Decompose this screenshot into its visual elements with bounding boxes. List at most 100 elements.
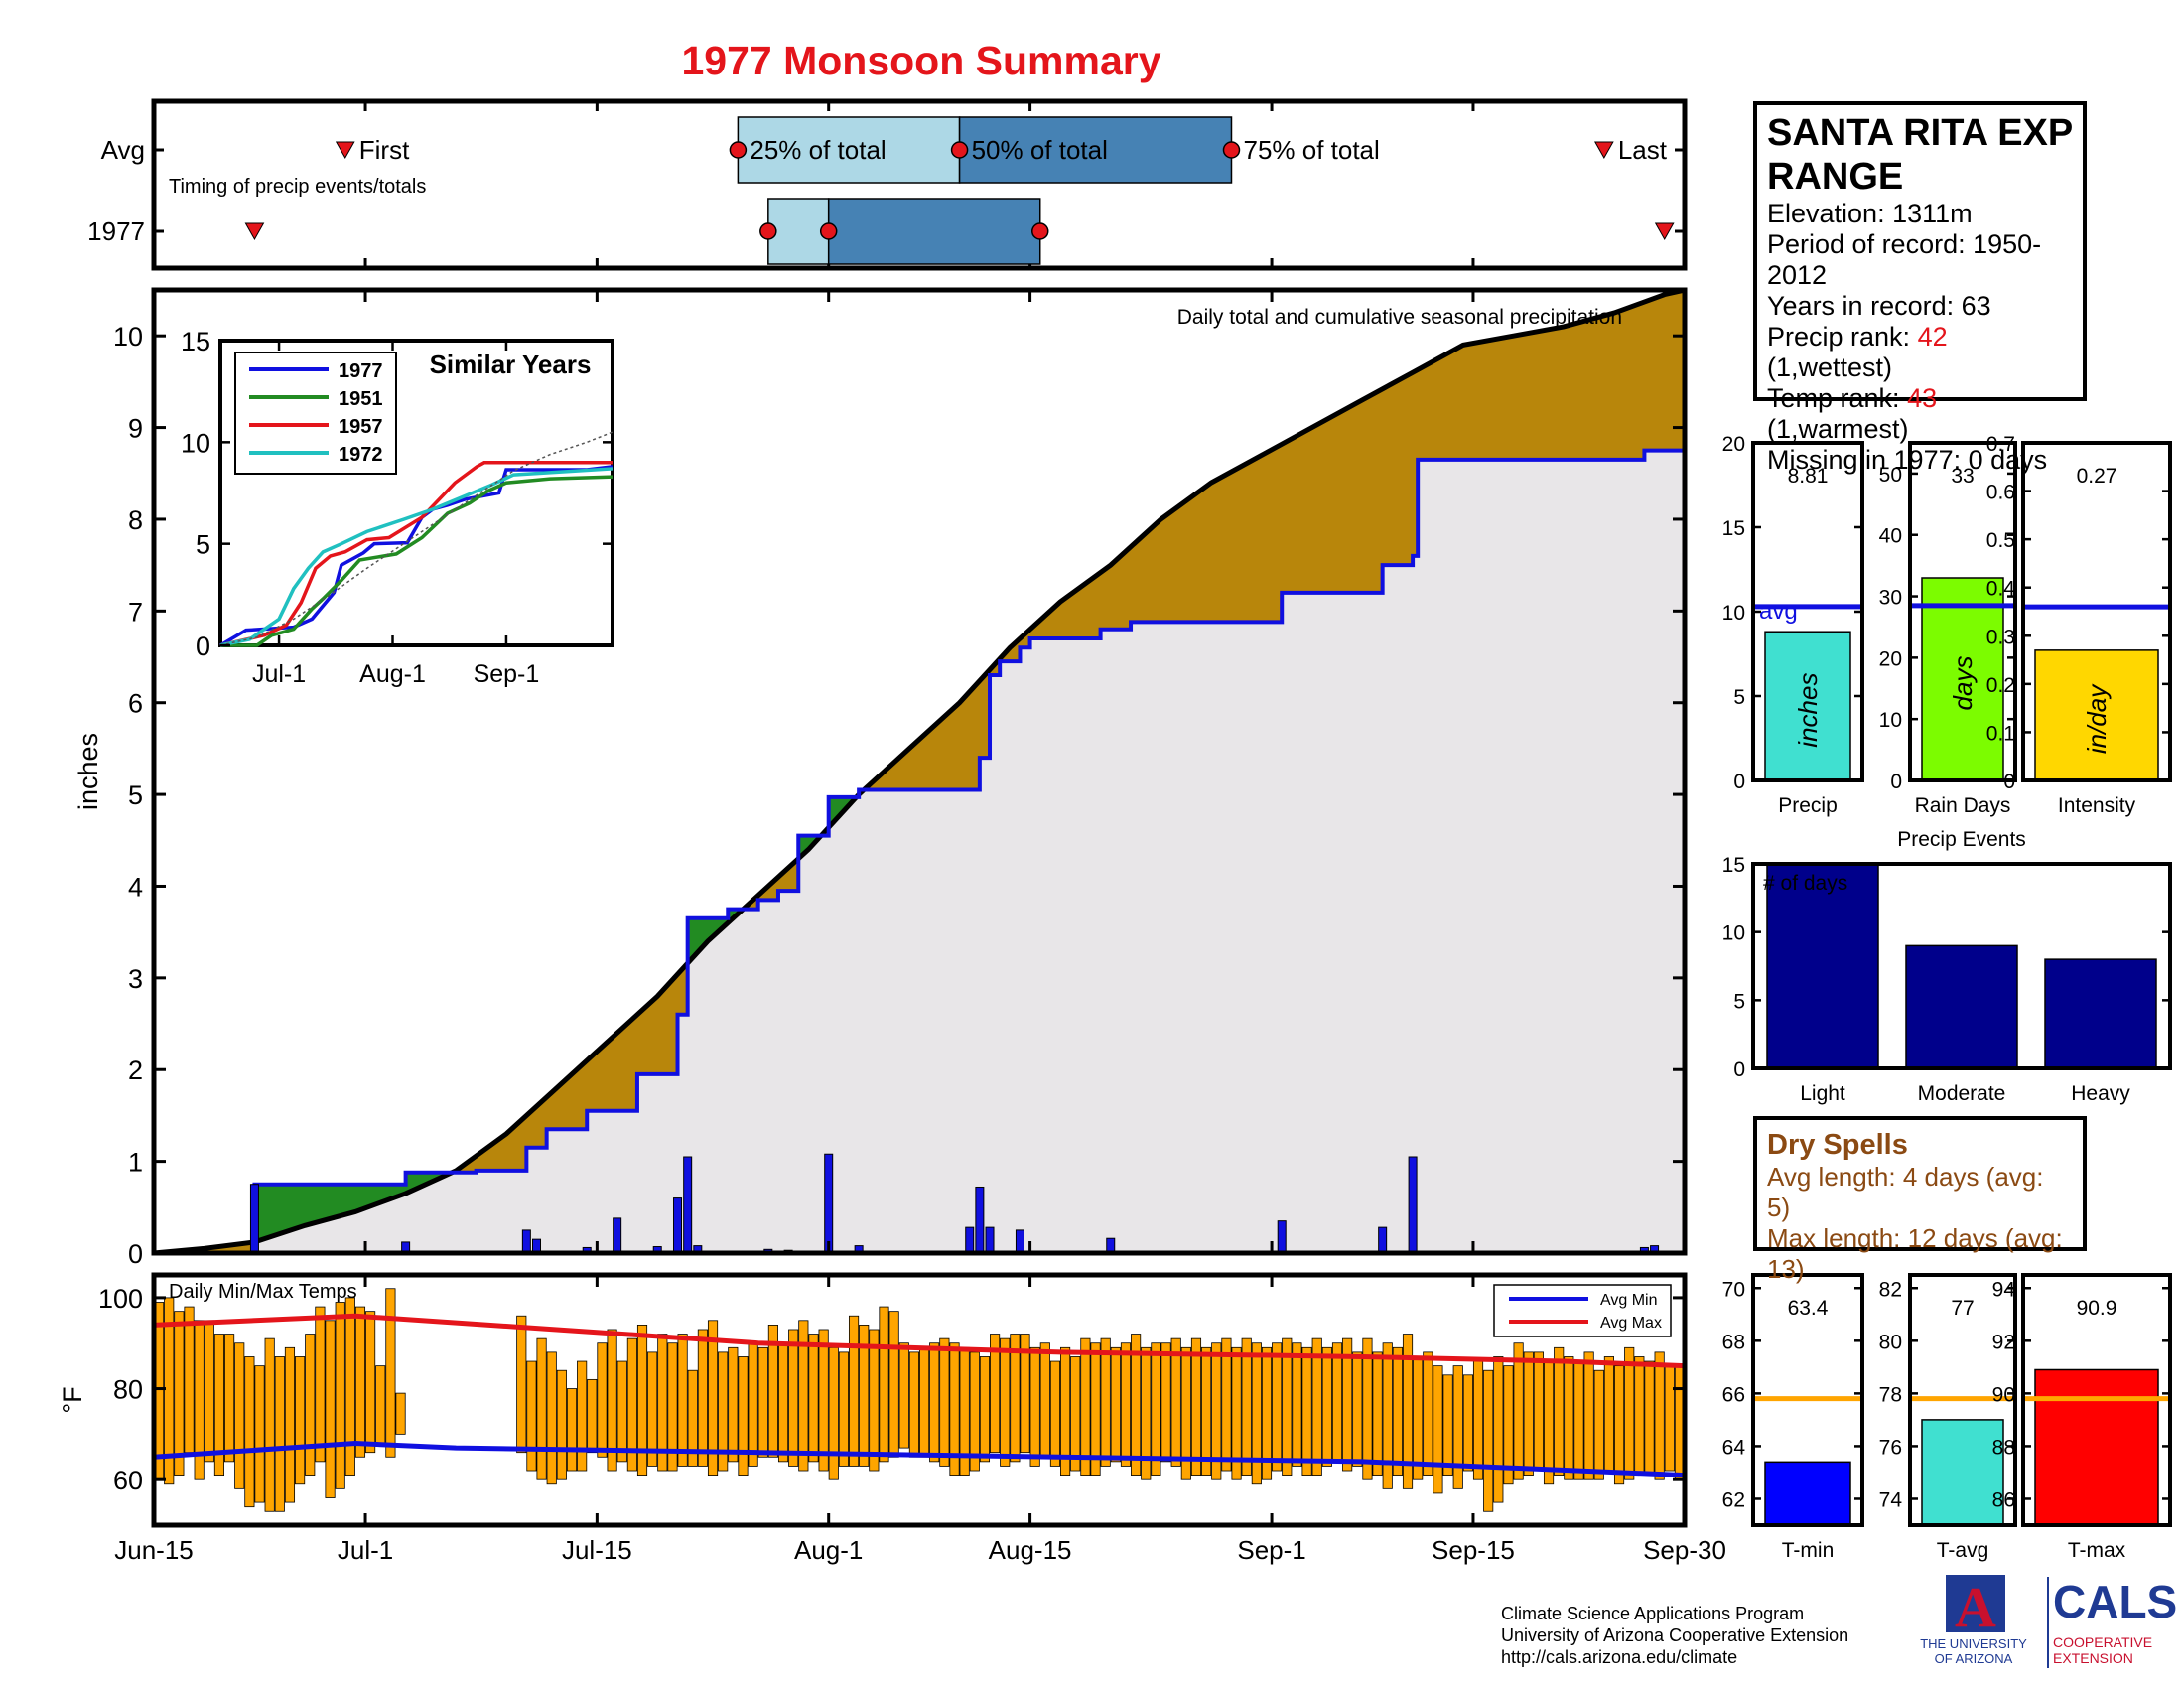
- events-ytick-label: 10: [1722, 922, 1745, 945]
- precip_bar-ytick-label: 10: [1722, 602, 1745, 625]
- daily-temp-bar: [284, 1346, 296, 1503]
- tmax_bar-value-label: 90.9: [2077, 1297, 2117, 1320]
- credit-line-2: University of Arizona Cooperative Extens…: [1501, 1625, 1849, 1645]
- daily-temp-bar: [516, 1315, 527, 1454]
- daily-temp-bar: [859, 1325, 870, 1467]
- events-ytick-label: 15: [1722, 854, 1745, 877]
- daily-temp-bar: [1583, 1351, 1594, 1480]
- tavg_bar-xlabel: T-avg: [1937, 1539, 1989, 1562]
- coop-line-2: EXTENSION: [2053, 1650, 2133, 1666]
- cumulative-caption: Daily total and cumulative seasonal prec…: [1177, 306, 1622, 329]
- timing-box-25-50: [767, 198, 830, 265]
- intensity_bar-frame: [2021, 441, 2172, 782]
- daily-temp-bar: [838, 1351, 849, 1467]
- daily-temp-bar: [213, 1334, 225, 1476]
- daily-temp-bar: [1654, 1351, 1665, 1480]
- timing-quartile-marker: [729, 141, 748, 159]
- daily-temp-bar: [818, 1329, 829, 1472]
- dry-spells-box: Dry Spells Avg length: 4 days (avg: 5) M…: [1753, 1116, 2087, 1284]
- daily-temp-bar: [828, 1346, 839, 1480]
- avg-min-line: [153, 1441, 1686, 1478]
- timing-note: Timing of precip events/totals: [169, 176, 426, 198]
- inset-xtick-label: Jul-1: [252, 660, 306, 688]
- timing-last-marker: [1654, 222, 1675, 241]
- tavg_bar-ytick-label: 82: [1879, 1278, 1902, 1301]
- temps-ylabel: °F: [58, 1386, 87, 1413]
- tmin_bar-value-bar: [1764, 1461, 1851, 1526]
- daily-temp-bar: [888, 1311, 899, 1458]
- precip_bar-ytick-label: 20: [1722, 433, 1745, 456]
- daily-temps-panel: 60 80 100 Jun-15 Jul-1 Jul-15 Aug-1 Aug-15 Sep-1…: [58, 1272, 1726, 1565]
- tmax_bar-ytick-label: 88: [1992, 1436, 2015, 1459]
- daily-temp-bar: [566, 1388, 578, 1472]
- daily-temp-bar: [1603, 1356, 1614, 1472]
- daily-temp-bar: [1564, 1356, 1574, 1480]
- intensity_bar-value-label: 0.27: [2077, 465, 2117, 488]
- coop-line-1: COOPERATIVE: [2053, 1634, 2153, 1650]
- intensity_bar-ytick-label: 0.5: [1986, 529, 2015, 552]
- daily-temp-bar: [1523, 1351, 1534, 1476]
- daily-temp-bar: [1352, 1351, 1363, 1467]
- cumulative-ylabel: inches: [73, 733, 103, 810]
- inset-legend-label: 1957: [339, 416, 383, 438]
- daily-temp-bar: [718, 1351, 729, 1472]
- station-name: SANTA RITA EXP RANGE: [1767, 112, 2073, 198]
- cumulative-ytick-label: 1: [128, 1148, 143, 1178]
- uofa-line-2: OF ARIZONA: [1934, 1651, 2013, 1666]
- daily-temp-bar: [1282, 1337, 1293, 1477]
- daily-temp-bar: [1261, 1346, 1273, 1480]
- station-info-box: SANTA RITA EXP RANGE Elevation: 1311m Pe…: [1753, 101, 2087, 475]
- tmin_bar-xlabel: T-min: [1782, 1539, 1835, 1562]
- daily-temp-bar: [728, 1346, 739, 1463]
- inset-title: Similar Years: [430, 350, 592, 379]
- daily-temp-bar: [1543, 1360, 1555, 1485]
- daily-temp-bar: [264, 1337, 275, 1512]
- raindays_bar-frame: [1908, 441, 2017, 782]
- inset-legend-label: 1951: [339, 388, 383, 410]
- daily-temp-bar: [1402, 1334, 1414, 1489]
- daily-temp-bar: [244, 1356, 255, 1508]
- cumulative-ytick-label: 7: [128, 597, 143, 627]
- inset-series-line: [219, 461, 613, 647]
- inset-xtick-label: Sep-1: [474, 660, 540, 688]
- raindays_bar-ytick-label: 20: [1879, 647, 1902, 670]
- daily-precip-bar: [521, 1229, 531, 1254]
- daily-temp-bar: [597, 1342, 608, 1458]
- daily-temp-bar: [1593, 1369, 1604, 1480]
- timing-quartile-marker: [759, 222, 777, 240]
- intensity_bar-ytick-label: 0.7: [1986, 433, 2015, 456]
- daily-temp-bar: [546, 1351, 557, 1485]
- daily-temp-bar: [164, 1297, 175, 1485]
- daily-temp-bar: [1644, 1360, 1655, 1477]
- daily-temp-bar: [929, 1342, 940, 1463]
- daily-temp-bar: [1462, 1374, 1473, 1472]
- daily-temp-bar: [1452, 1365, 1463, 1489]
- date-axis-label: Aug-1: [794, 1535, 863, 1565]
- daily-temp-bar: [536, 1337, 547, 1480]
- avg-max-line: [153, 1313, 1686, 1369]
- daily-temp-bar: [1231, 1346, 1242, 1480]
- events-ytick-label: 5: [1733, 990, 1745, 1013]
- daily-temp-bar: [1292, 1342, 1302, 1467]
- timing-box-50-75: [958, 116, 1233, 184]
- precip_bar-ytick-label: 0: [1733, 771, 1745, 793]
- temps-legend: [1493, 1284, 1672, 1337]
- timing-last-label: Last: [1618, 135, 1668, 165]
- cumulative-ytick-label: 10: [113, 322, 143, 352]
- daily-temp-bar: [657, 1334, 668, 1472]
- daily-temp-bar: [385, 1288, 396, 1458]
- daily-temp-bar: [234, 1342, 245, 1489]
- elevation-text: Elevation: 1311m: [1767, 199, 1973, 228]
- daily-temp-bar: [626, 1337, 637, 1472]
- timing-last-marker: [1593, 141, 1614, 160]
- tavg_bar-frame: [1908, 1273, 2017, 1527]
- chart-title: 1977 Monsoon Summary: [681, 38, 1160, 83]
- events-note: # of days: [1763, 872, 1847, 895]
- daily-temp-bar: [1049, 1360, 1061, 1467]
- tmin_bar-ytick-label: 68: [1722, 1331, 1745, 1353]
- cumulative-ytick-label: 6: [128, 689, 143, 719]
- timing-quartile-marker: [950, 141, 969, 159]
- timing-75-label: 75% of total: [1243, 135, 1379, 165]
- timing-25-label: 25% of total: [750, 135, 886, 165]
